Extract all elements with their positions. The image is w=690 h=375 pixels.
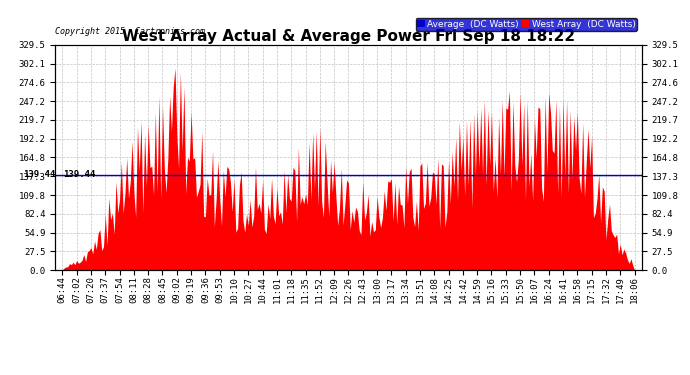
- Text: Copyright 2015  Cartronics.com: Copyright 2015 Cartronics.com: [55, 27, 205, 36]
- Text: 139.44: 139.44: [23, 170, 55, 179]
- Text: 139.44: 139.44: [63, 170, 95, 179]
- Title: West Array Actual & Average Power Fri Sep 18 18:22: West Array Actual & Average Power Fri Se…: [122, 29, 575, 44]
- Legend: Average  (DC Watts), West Array  (DC Watts): Average (DC Watts), West Array (DC Watts…: [415, 18, 637, 31]
